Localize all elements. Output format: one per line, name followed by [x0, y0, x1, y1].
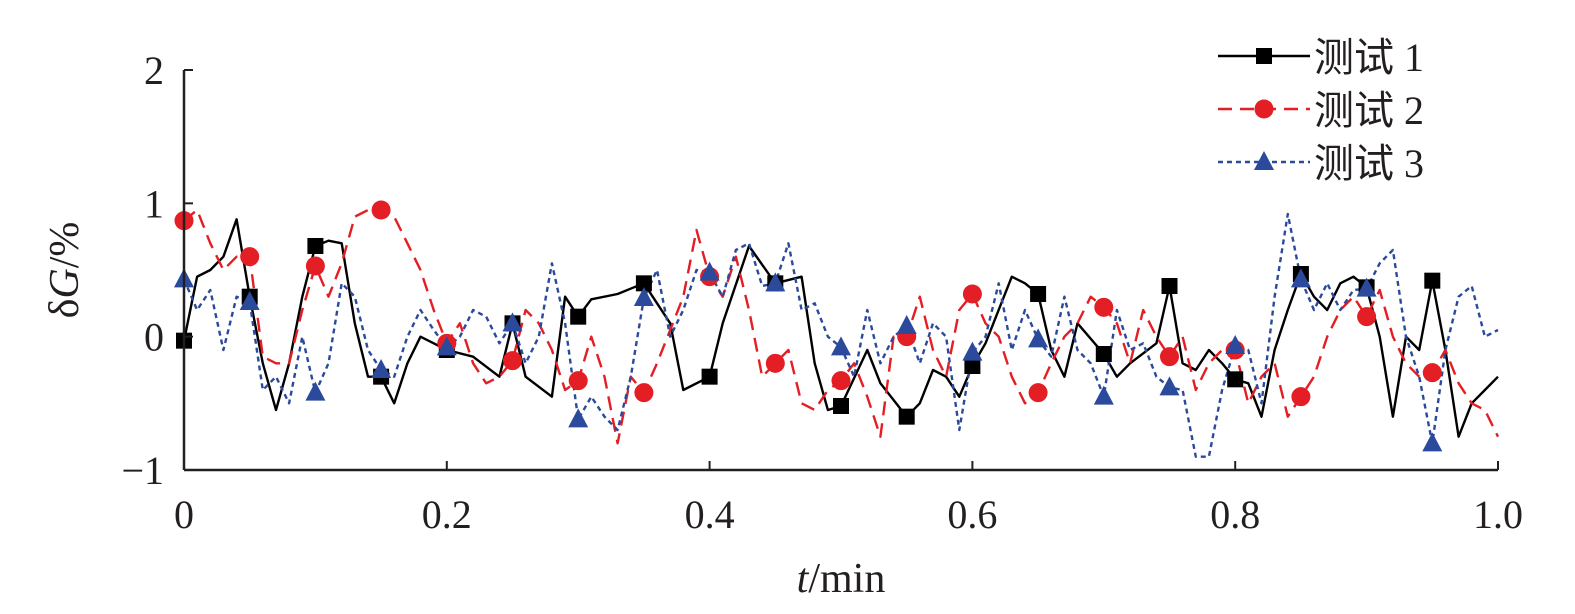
series-2-marker [1422, 363, 1442, 383]
series-3-line [182, 212, 1499, 458]
series-1-marker [307, 238, 324, 254]
series-1-marker [570, 308, 587, 325]
series-3-marker [962, 341, 983, 361]
series-3-marker [1159, 376, 1180, 396]
series-3-marker [896, 315, 917, 334]
series-3-marker [765, 272, 786, 292]
series-3-marker [1290, 268, 1311, 288]
series-3-marker [568, 408, 589, 428]
series-3-marker [1422, 432, 1443, 452]
series-3-marker [699, 261, 720, 281]
x-tick-label: 0.8 [1210, 492, 1260, 537]
series-3-marker [1225, 335, 1246, 354]
legend-marker [1254, 151, 1274, 170]
series-3-marker [371, 359, 392, 378]
series-3-marker [831, 336, 851, 356]
y-axis-title-prefix: δ [42, 299, 88, 319]
series-3-marker [1093, 385, 1114, 405]
series-2-marker [1357, 307, 1377, 327]
x-tick-label: 0.2 [422, 492, 472, 537]
series-1-marker [1424, 272, 1441, 289]
series-3-marker [239, 291, 260, 310]
x-axis-ticks: 0 0.2 0.4 0.6 0.8 1.0 [174, 461, 1523, 537]
y-axis-ticks: −1 0 1 2 [121, 48, 193, 493]
x-axis-title: t/min [797, 556, 886, 602]
series-2-marker [240, 247, 260, 267]
series-1-marker [833, 398, 849, 414]
y-tick-label: 2 [144, 48, 164, 93]
series-2-marker [765, 353, 785, 373]
series-2-marker [1160, 347, 1179, 367]
x-tick-label: 1.0 [1473, 492, 1523, 537]
legend: 测试 1 测试 2 测试 3 [1218, 35, 1424, 186]
x-tick-label: 0.6 [947, 492, 997, 537]
series-2-marker [568, 371, 588, 391]
x-tick-label: 0.4 [685, 492, 735, 537]
series-1-marker [1227, 371, 1244, 388]
x-axis-title-unit: /min [808, 556, 885, 602]
series-2-marker [831, 371, 851, 391]
series-3-marker [1356, 277, 1377, 297]
x-tick-label: 0 [174, 492, 194, 537]
x-axis-title-variable: t [797, 556, 810, 602]
y-axis-title: δG/% [42, 222, 88, 319]
series-3-marker [436, 336, 457, 356]
y-axis-title-unit: /% [42, 222, 88, 269]
series-2-marker [1291, 387, 1311, 407]
series-2-marker [962, 284, 982, 304]
legend-label: 测试 2 [1314, 88, 1424, 133]
series-3-marker [633, 287, 654, 306]
marker-layer [174, 200, 1443, 452]
series-1-marker [701, 368, 718, 385]
series-2-marker [1094, 297, 1114, 317]
series-1-marker [964, 358, 981, 374]
series-2-marker [1028, 383, 1048, 403]
legend-label: 测试 3 [1314, 141, 1424, 186]
legend-label: 测试 1 [1314, 35, 1424, 80]
series-1-marker [1095, 346, 1112, 362]
y-axis-title-variable: G [42, 268, 88, 298]
series-1-marker [1161, 278, 1178, 294]
series-2-marker [371, 200, 391, 220]
plot-area [182, 208, 1500, 458]
legend-marker [1254, 99, 1274, 119]
series-2-marker [503, 351, 522, 371]
series-2-marker [305, 256, 325, 276]
series-1-marker [635, 275, 652, 292]
series-1-marker [898, 408, 915, 425]
series-3-marker [305, 381, 326, 401]
series-1-line [182, 218, 1499, 438]
series-3-marker [1028, 328, 1049, 348]
y-tick-label: 1 [144, 181, 164, 226]
y-tick-label: −1 [121, 448, 164, 493]
series-1-marker [1030, 286, 1047, 302]
series-3-marker [502, 312, 523, 332]
series-2-marker [634, 383, 654, 403]
legend-marker [1256, 48, 1272, 64]
y-tick-label: 0 [144, 315, 164, 360]
